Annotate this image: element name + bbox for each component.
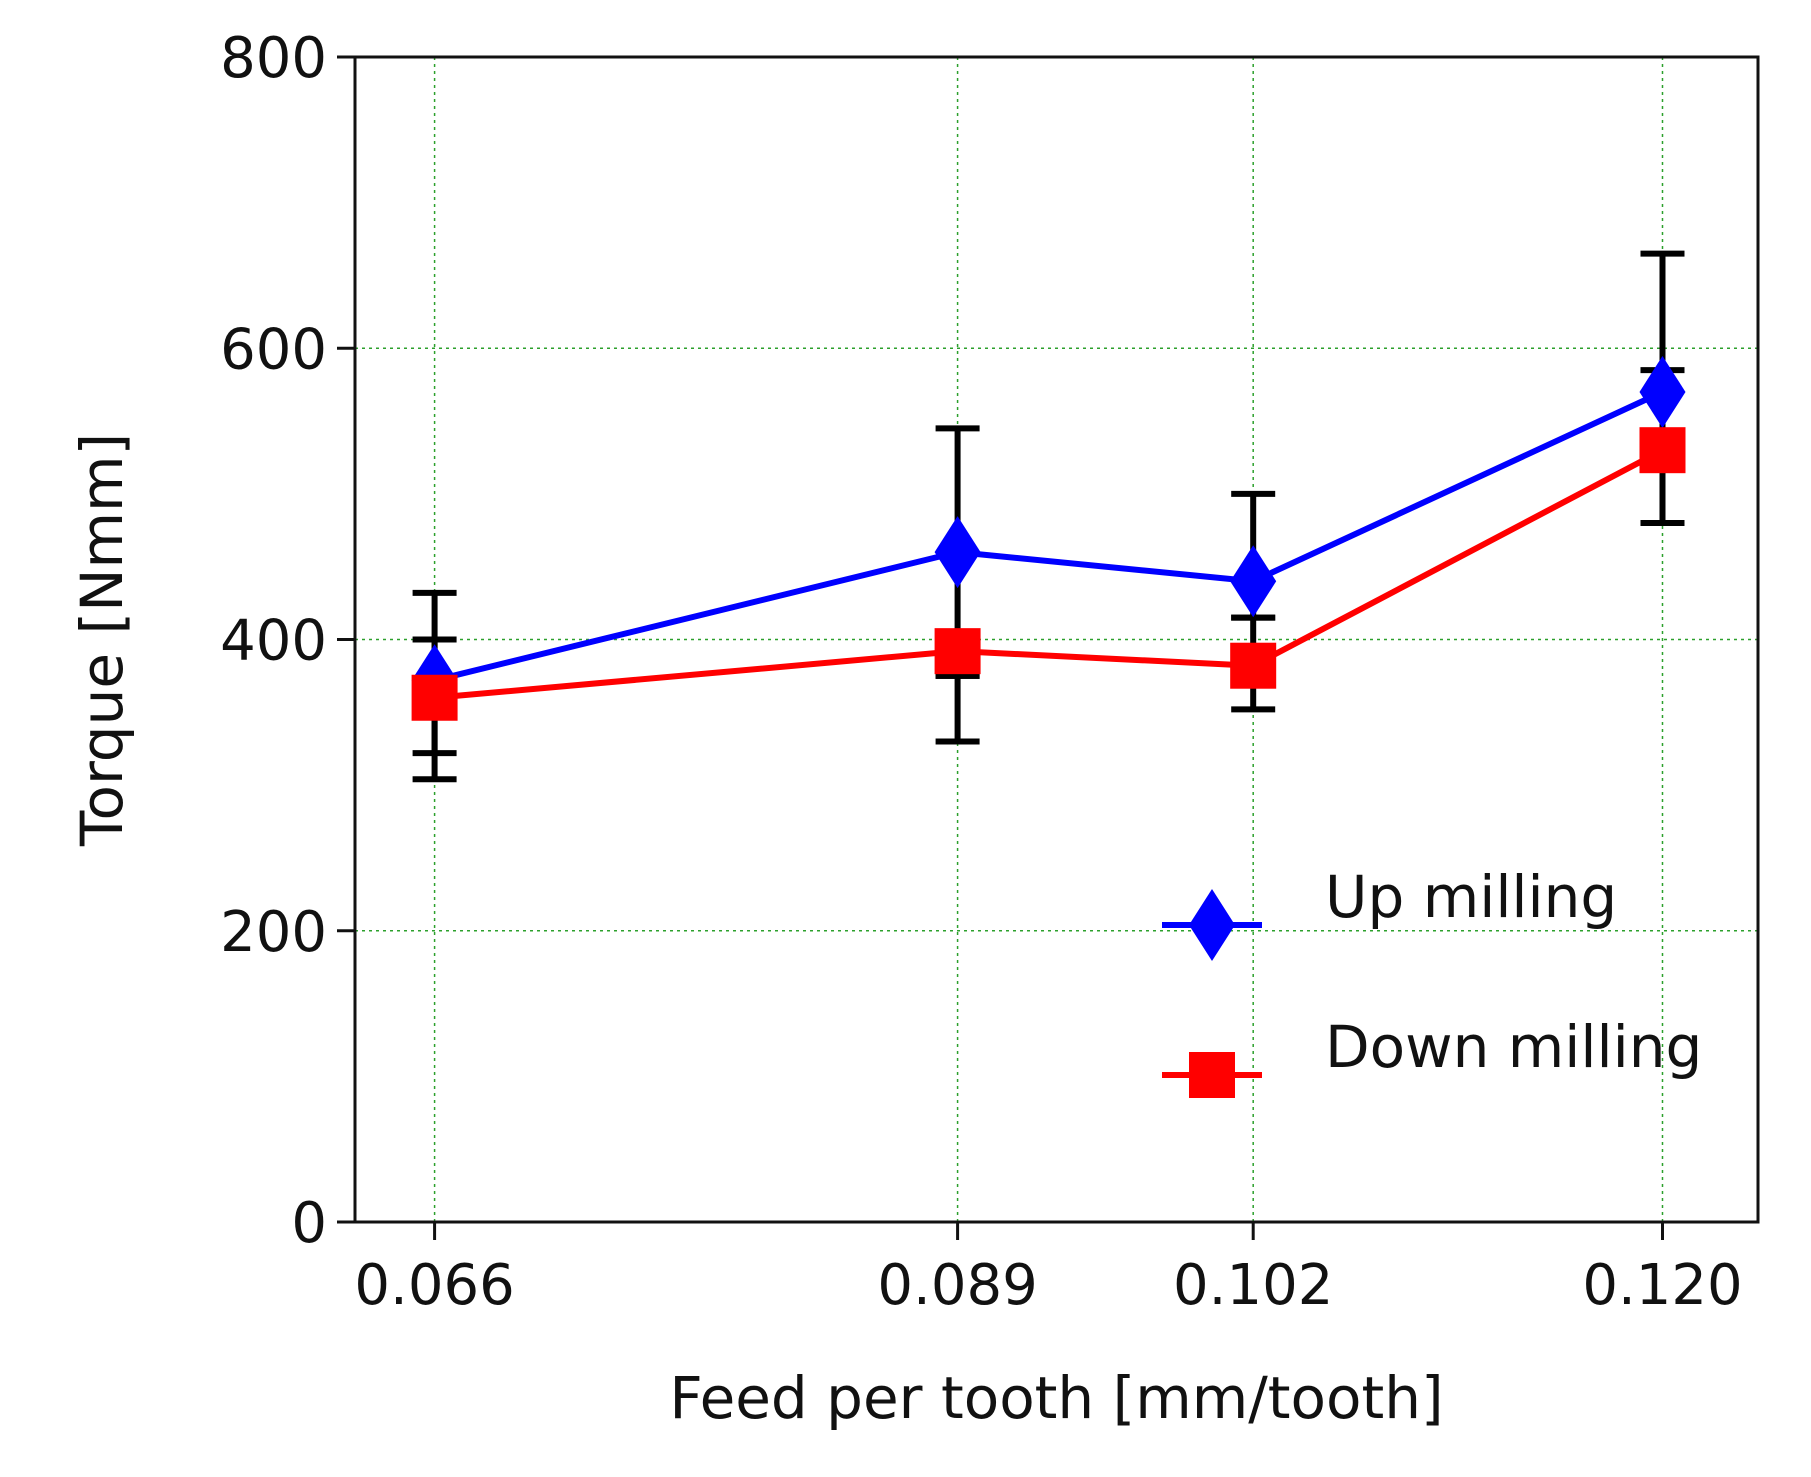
markers (411, 355, 1686, 721)
data-point-up-milling (1639, 355, 1686, 428)
data-point-down-milling (1230, 642, 1277, 689)
series-line-down-milling (434, 447, 1664, 701)
data-point-down-milling (934, 628, 981, 675)
series-lines (433, 389, 1664, 701)
x-axis-label: Feed per tooth [mm/tooth] (669, 1364, 1443, 1432)
legend-label-up-milling: Up milling (1325, 863, 1617, 931)
y-tick-label: 400 (220, 609, 327, 674)
legend-label-down-milling: Down milling (1325, 1013, 1702, 1081)
legend-marker-square (1189, 1052, 1235, 1098)
legend-marker-diamond (1189, 889, 1235, 961)
axis-ticks (337, 55, 1664, 1240)
data-point-up-milling (1230, 545, 1277, 618)
x-tick-label: 0.102 (1173, 1253, 1333, 1318)
tick-labels: 0.066 0.089 0.102 0.120 0 200 400 600 800 (220, 26, 1743, 1318)
data-point-up-milling (934, 516, 981, 589)
legend: Up milling Down milling (1162, 863, 1702, 1098)
y-tick-label: 800 (220, 26, 327, 91)
y-axis-label: Torque [Nmm] (68, 433, 136, 847)
data-point-down-milling (411, 674, 458, 721)
x-tick-label: 0.089 (877, 1253, 1037, 1318)
y-tick-label: 0 (291, 1191, 327, 1256)
data-point-down-milling (1639, 427, 1686, 474)
x-tick-label: 0.066 (354, 1253, 514, 1318)
x-tick-label: 0.120 (1582, 1253, 1742, 1318)
y-tick-label: 200 (220, 900, 327, 965)
series-line-up-milling (433, 389, 1664, 684)
y-tick-label: 600 (220, 317, 327, 382)
